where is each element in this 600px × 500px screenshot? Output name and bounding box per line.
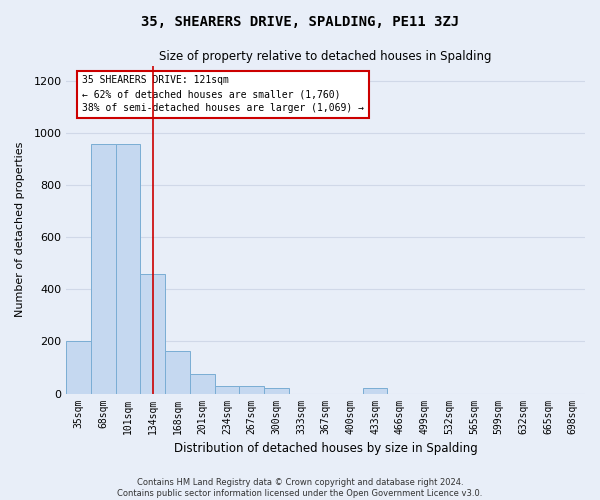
Bar bbox=[67, 342, 91, 394]
Bar bbox=[91, 144, 116, 394]
Text: 35 SHEARERS DRIVE: 121sqm
← 62% of detached houses are smaller (1,760)
38% of se: 35 SHEARERS DRIVE: 121sqm ← 62% of detac… bbox=[82, 76, 364, 114]
Bar bbox=[215, 386, 239, 394]
Title: Size of property relative to detached houses in Spalding: Size of property relative to detached ho… bbox=[160, 50, 492, 63]
Bar bbox=[239, 386, 264, 394]
Bar bbox=[140, 274, 165, 394]
Text: Contains HM Land Registry data © Crown copyright and database right 2024.
Contai: Contains HM Land Registry data © Crown c… bbox=[118, 478, 482, 498]
Bar bbox=[363, 388, 388, 394]
Bar bbox=[190, 374, 215, 394]
Bar bbox=[165, 350, 190, 394]
Y-axis label: Number of detached properties: Number of detached properties bbox=[15, 142, 25, 317]
Text: 35, SHEARERS DRIVE, SPALDING, PE11 3ZJ: 35, SHEARERS DRIVE, SPALDING, PE11 3ZJ bbox=[141, 15, 459, 29]
Bar bbox=[264, 388, 289, 394]
Bar bbox=[116, 144, 140, 394]
X-axis label: Distribution of detached houses by size in Spalding: Distribution of detached houses by size … bbox=[174, 442, 478, 455]
